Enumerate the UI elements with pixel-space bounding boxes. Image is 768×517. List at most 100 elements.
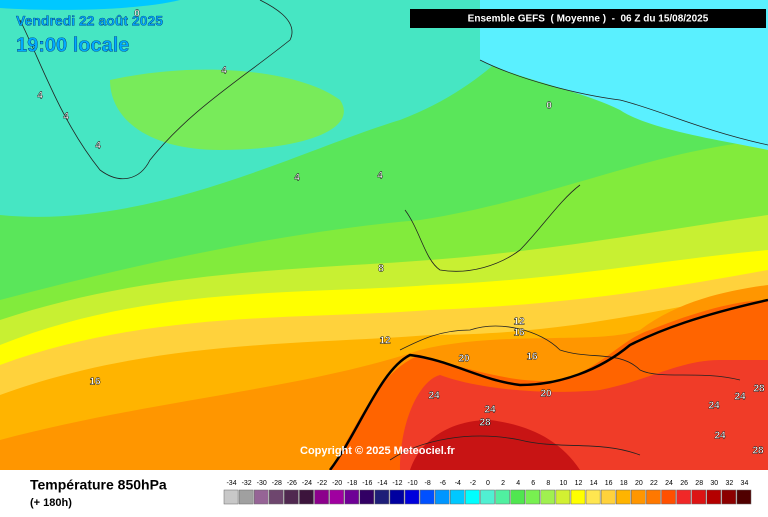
legend-swatch (585, 489, 601, 505)
legend-value: 18 (620, 480, 628, 487)
contour-label: 24 (734, 392, 746, 403)
band (480, 0, 768, 150)
legend-value: -28 (272, 480, 282, 487)
legend-swatch (691, 489, 706, 505)
legend-swatch (495, 489, 510, 505)
legend-value: 30 (710, 480, 718, 487)
contour-label: 4 (63, 112, 69, 123)
copyright: Copyright © 2025 Meteociel.fr (300, 445, 456, 457)
legend-value: -14 (377, 480, 387, 487)
legend-swatch (450, 489, 465, 505)
contour-label: 4 (377, 171, 383, 182)
contour-label: 28 (479, 418, 491, 429)
legend-swatch (721, 489, 737, 505)
legend-swatch (359, 489, 375, 505)
contour-label: 4 (294, 173, 300, 184)
legend-swatch (555, 489, 571, 505)
contour-label: 12 (379, 336, 391, 347)
footer-subtitle: (+ 180h) (30, 497, 72, 509)
contour-label: 4 (37, 91, 43, 102)
legend-value: -24 (302, 480, 312, 487)
contour-label: 24 (484, 405, 496, 416)
legend-swatch (600, 489, 616, 505)
legend-swatch (329, 489, 344, 505)
legend-swatch (631, 489, 646, 505)
legend-value: 8 (546, 480, 550, 487)
legend-swatch (419, 489, 435, 505)
contour-label: 20 (458, 354, 470, 365)
legend-swatch (434, 489, 450, 505)
legend-value: 12 (575, 480, 583, 487)
legend-value: 14 (590, 480, 598, 487)
contour-label: 24 (708, 401, 720, 412)
contour-label: 24 (428, 391, 440, 402)
legend-value: -30 (257, 480, 267, 487)
legend-swatch (615, 489, 631, 505)
coastlines (19, 0, 768, 461)
legend-swatch (540, 489, 556, 505)
legend-swatch (299, 489, 314, 505)
model-run: Ensemble GEFS ( Moyenne ) - 06 Z du 15/0… (468, 14, 709, 25)
legend-value: 10 (560, 480, 568, 487)
legend-value: -10 (408, 480, 418, 487)
legend-swatch (525, 489, 541, 505)
contour-label: 16 (526, 352, 538, 363)
legend-swatch (374, 489, 390, 505)
legend-value: -22 (317, 480, 327, 487)
legend-value: 0 (486, 480, 490, 487)
contour-label: 4 (221, 66, 227, 77)
legend-value: 2 (501, 480, 505, 487)
legend-value: 26 (680, 480, 688, 487)
contour-label: 20 (540, 389, 552, 400)
legend-swatch (314, 489, 329, 505)
temperature-field (0, 0, 768, 470)
legend-swatch (706, 489, 722, 505)
contour-label: 8 (378, 264, 384, 275)
legend-value: -20 (332, 480, 342, 487)
legend-value: -34 (226, 480, 236, 487)
legend-value: -32 (242, 480, 252, 487)
band (0, 0, 180, 10)
legend-swatch (389, 489, 405, 505)
legend-swatch (736, 489, 752, 505)
legend-value: -16 (362, 480, 372, 487)
legend-value: -26 (287, 480, 297, 487)
legend-value: -6 (440, 480, 446, 487)
legend-value: 24 (665, 480, 673, 487)
contour-label: 0 (546, 101, 552, 112)
legend-value: 20 (635, 480, 643, 487)
legend-swatch (284, 489, 299, 505)
legend-value: -2 (470, 480, 476, 487)
legend-value: -12 (392, 480, 402, 487)
legend-value: 4 (516, 480, 520, 487)
band (110, 69, 344, 150)
contour-label: 0 (134, 9, 140, 20)
legend-value: -18 (347, 480, 357, 487)
legend-swatch (404, 489, 420, 505)
legend-swatch (269, 489, 284, 505)
legend-swatch (253, 489, 269, 505)
legend-swatch (223, 489, 239, 505)
model-box (410, 9, 766, 28)
contour-label: 16 (89, 377, 101, 388)
legend-value: 34 (741, 480, 749, 487)
legend-value: -8 (425, 480, 431, 487)
legend-swatch (661, 489, 676, 505)
legend-value: 28 (695, 480, 703, 487)
forecast-time: 19:00 locale (16, 34, 129, 56)
legend-value: -4 (455, 480, 461, 487)
legend: -34 -32 -30 -28 -26 -24 -22 -20 -18 -16 -14 -12 -10-… (223, 480, 752, 505)
legend-swatch (510, 489, 525, 505)
legend-swatch (465, 489, 480, 505)
contour-label: 24 (714, 431, 726, 442)
contour-label: 4 (95, 141, 101, 152)
legend-value: 6 (531, 480, 535, 487)
contour-label: 16 (513, 328, 525, 339)
legend-swatch (646, 489, 661, 505)
forecast-date: Vendredi 22 août 2025 (16, 13, 163, 29)
legend-value: 32 (725, 480, 733, 487)
legend-swatch (480, 489, 495, 505)
footer-title: Température 850hPa (30, 477, 167, 493)
legend-value: 16 (605, 480, 613, 487)
